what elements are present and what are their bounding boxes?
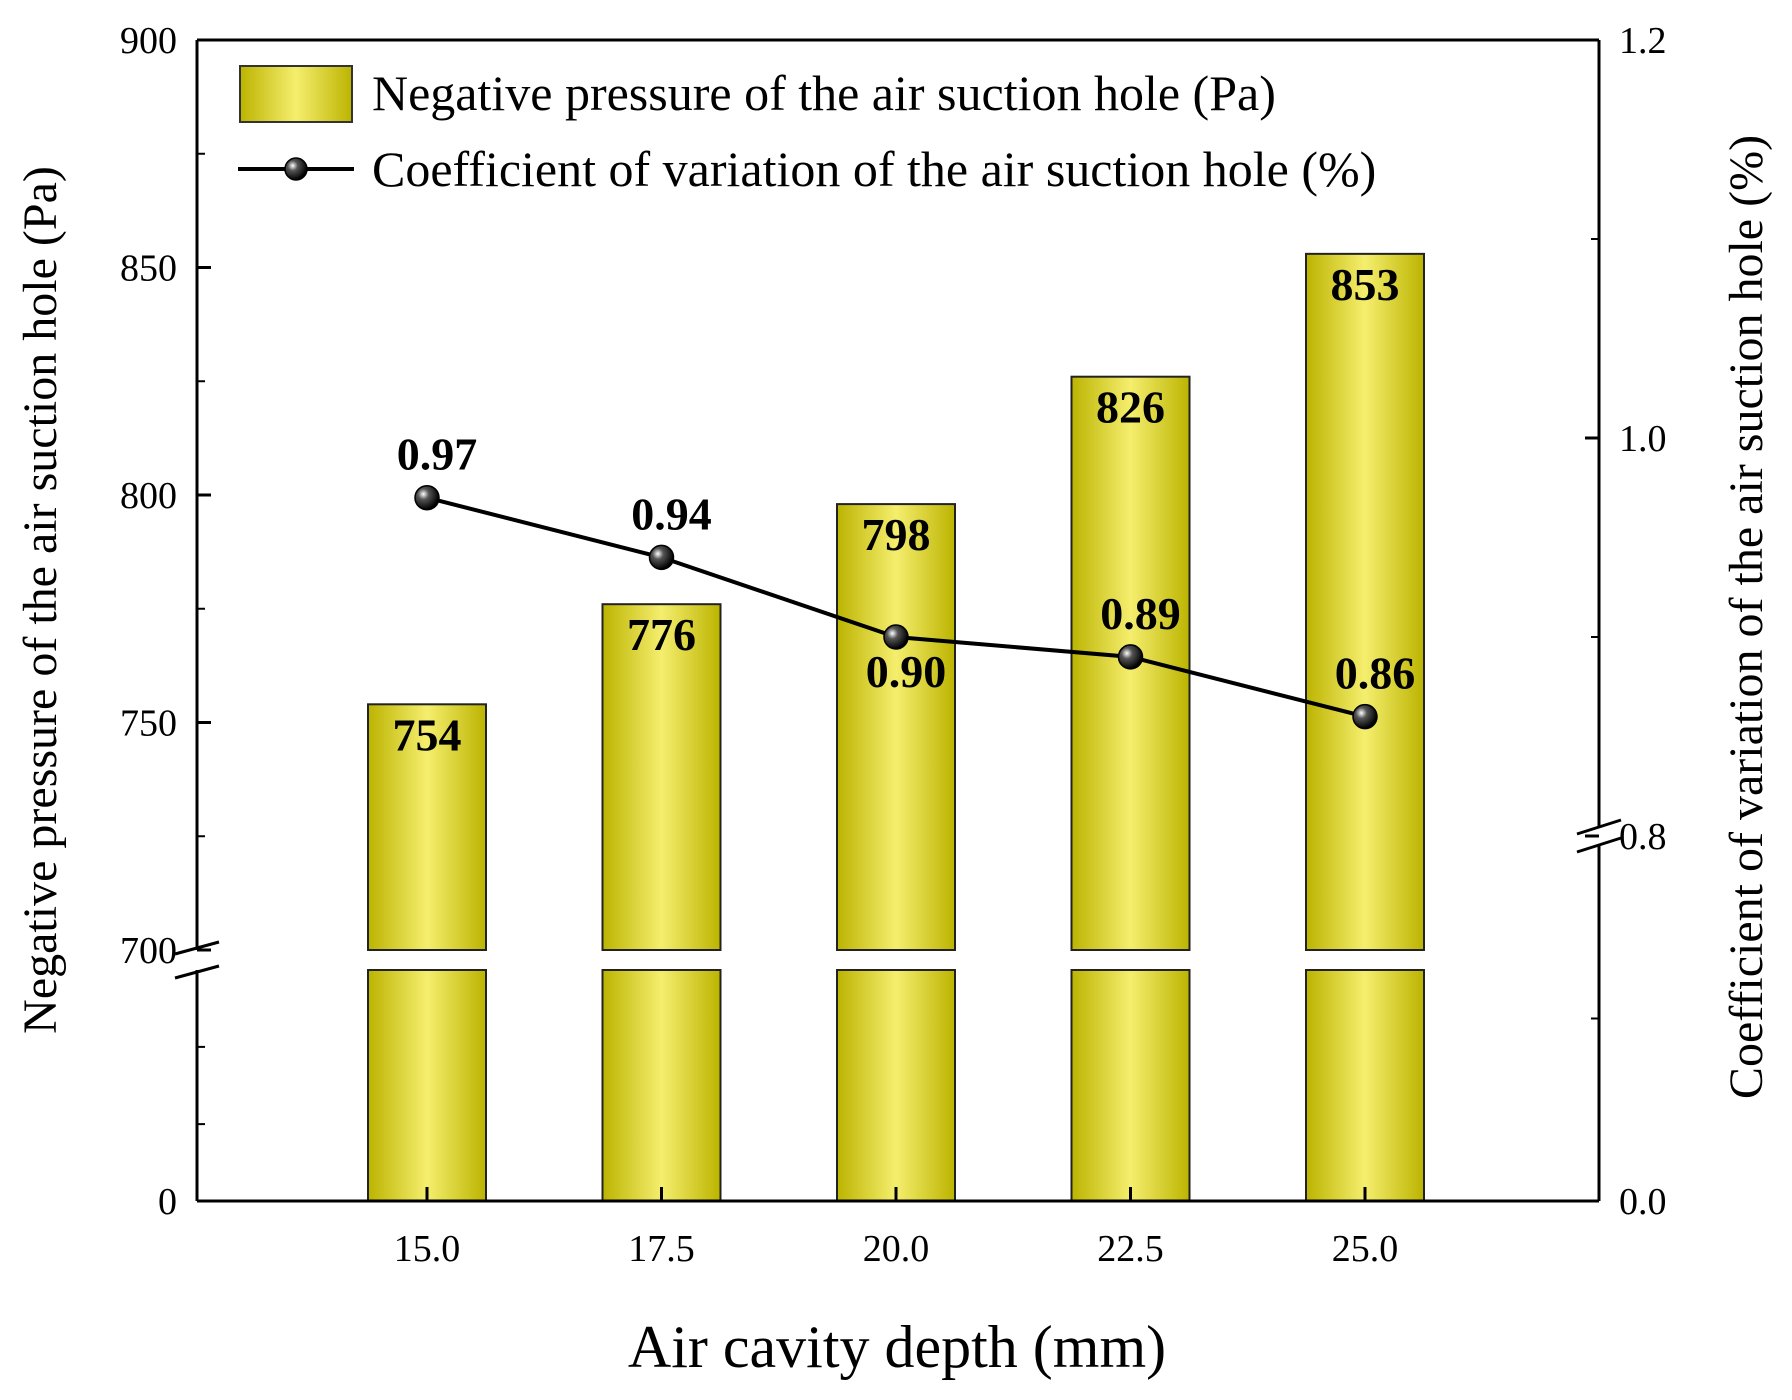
bar-lower-segment: [601, 969, 722, 1202]
bar-upper-segment: [367, 703, 487, 951]
y-right-tick-label: 0.8: [1619, 816, 1667, 858]
y-left-tick-label: 850: [120, 248, 177, 290]
bar-lower-segment: [836, 969, 956, 1202]
cv-value-label: 0.97: [397, 429, 478, 480]
bar-lower-segment: [1305, 969, 1425, 1202]
bar-value-label: 853: [1331, 259, 1400, 310]
cv-line-layer: [414, 484, 1378, 730]
legend-line-marker: [284, 157, 308, 181]
y-left-tick-label: 0: [158, 1181, 177, 1223]
cv-value-label: 0.86: [1335, 648, 1416, 699]
bar-lower-segment: [1070, 969, 1191, 1202]
bars-layer: [367, 252, 1425, 1202]
bar-value-label: 798: [862, 509, 931, 560]
axis-ticks: 0 700 750 800 850 900 0.0 0.8 1.0 1.2 15.0 17.5 20.0…: [120, 20, 1667, 1270]
x-tick-label: 22.5: [1097, 1228, 1164, 1270]
cv-point-20.0: [883, 624, 909, 650]
cv-point-25.0: [1352, 703, 1378, 730]
bar-20.0: [836, 503, 956, 1202]
x-tick-label: 17.5: [628, 1228, 695, 1270]
left-axis-break-mark: [174, 940, 220, 980]
y-axis-left-title: Negative pressure of the air suction hol…: [14, 166, 67, 1034]
bar-value-label: 754: [393, 709, 462, 760]
data-labels-layer: 754 776 798 826 853 0.97 0.94 0.90 0.89 0.86: [393, 259, 1416, 760]
bar-15.0: [367, 703, 487, 1202]
bar-upper-segment: [1305, 252, 1425, 952]
bar-25.0: [1305, 252, 1425, 1202]
legend-label-pressure: Negative pressure of the air suction hol…: [372, 65, 1276, 121]
bar-upper-segment: [836, 503, 956, 951]
cv-value-label: 0.94: [631, 488, 712, 539]
y-left-tick-label: 900: [120, 20, 177, 62]
bar-value-label: 776: [627, 609, 696, 660]
bar-17.5: [601, 603, 722, 1202]
legend: Negative pressure of the air suction hol…: [238, 65, 1376, 197]
x-tick-label: 20.0: [863, 1228, 930, 1270]
legend-bar-swatch: [239, 65, 353, 123]
x-tick-label: 25.0: [1332, 1228, 1399, 1270]
x-tick-label: 15.0: [394, 1228, 461, 1270]
cv-point-22.5: [1117, 644, 1144, 670]
bar-value-label: 826: [1096, 382, 1165, 433]
bar-22.5: [1070, 375, 1191, 1202]
bar-upper-segment: [601, 603, 722, 951]
cv-value-label: 0.90: [866, 646, 947, 697]
y-axis-right-title: Coefficient of variation of the air suct…: [1720, 135, 1773, 1099]
y-left-tick-label: 700: [120, 930, 177, 972]
cv-point-17.5: [648, 544, 675, 571]
x-axis-title: Air cavity depth (mm): [628, 1314, 1166, 1380]
y-right-tick-label: 0.0: [1619, 1181, 1667, 1223]
y-left-tick-label: 800: [120, 475, 177, 517]
y-right-tick-label: 1.0: [1619, 418, 1667, 460]
y-right-tick-label: 1.2: [1619, 20, 1667, 62]
right-axis-break-mark: [1576, 818, 1622, 854]
cv-point-15.0: [414, 484, 440, 511]
legend-label-cv: Coefficient of variation of the air suct…: [372, 141, 1376, 197]
bar-lower-segment: [367, 969, 487, 1202]
cv-value-label: 0.89: [1100, 588, 1181, 639]
y-left-tick-label: 750: [120, 703, 177, 745]
